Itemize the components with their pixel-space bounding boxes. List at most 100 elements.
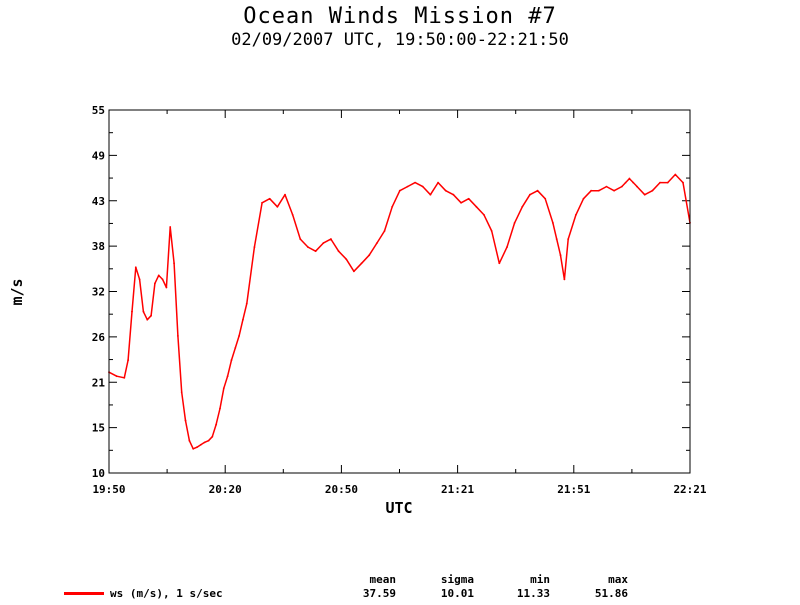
data-point [398,189,401,192]
data-point [624,181,627,184]
chart-canvas: 10 15 21 26 32 38 43 49 55 19:50 20:20 20:50 21:21 21… [8,104,707,517]
data-point [636,185,638,188]
data-point [628,177,631,180]
data-point [276,205,279,208]
data-point [330,238,332,240]
data-point [131,310,133,313]
stats-value-mean: 37.59 [362,587,396,600]
data-point [444,189,447,192]
chart-subtitle: 02/09/2007 UTC, 19:50:00-22:21:50 [231,30,569,50]
data-point [291,213,294,216]
y-tick-label: 38 [92,240,105,253]
data-point [242,318,244,321]
stats-header-mean: mean [369,573,397,586]
data-point [632,181,635,184]
series-layer [108,173,691,450]
data-point [157,274,160,277]
data-point [536,189,539,192]
data-point [605,185,608,188]
y-tick-label: 26 [92,331,106,344]
data-point [353,270,355,273]
data-point [138,278,141,281]
data-point [188,439,191,442]
data-point [176,334,179,337]
y-tick-label: 49 [92,149,105,162]
data-point [142,310,145,313]
data-point [643,193,646,196]
x-tick-label: 21:51 [557,483,590,496]
data-point [682,181,684,184]
data-point [467,197,470,200]
data-point [226,375,229,378]
y-axis-label: m/s [8,278,26,305]
data-point [307,246,309,249]
x-axis-label: UTC [385,499,412,517]
data-point [521,205,524,208]
data-point [483,213,485,216]
data-point [284,193,286,196]
data-point [391,205,394,208]
y-tick-label: 15 [92,422,105,435]
x-tick-label: 19:50 [92,483,125,496]
data-point [150,314,152,317]
data-point [134,266,137,269]
data-point [196,446,198,449]
data-point [437,181,439,184]
x-tick-label: 22:21 [673,483,706,496]
data-point [559,254,562,257]
data-point [506,246,508,249]
y-tick-label: 10 [92,467,105,480]
data-point [154,282,156,285]
data-point [322,242,325,245]
series-line-ws [108,173,691,450]
data-point [475,205,478,208]
chart-title: Ocean Winds Mission #7 [243,4,557,29]
x-tick-label: 20:20 [209,483,242,496]
data-point [173,262,175,265]
data-point [253,246,256,249]
x-tick-label: 20:50 [325,483,358,496]
data-point [127,359,130,361]
data-point [165,286,168,289]
stats-value-min: 11.33 [516,587,550,600]
data-point [406,185,409,188]
stats-value-max: 51.86 [594,587,628,600]
data-point [567,238,570,240]
y-tick-label: 43 [92,195,105,208]
data-point [383,230,386,232]
data-point [337,250,340,253]
legend-label: ws (m/s), 1 s/sec [110,587,223,600]
stats-value-sigma: 10.01 [440,587,474,600]
plot-frame [108,109,691,474]
data-point [268,197,271,200]
legend-swatch [64,592,104,595]
data-point [345,258,348,261]
stats-header-min: min [530,573,550,586]
y-tick-label: 32 [92,286,105,299]
y-tick-label: 55 [92,104,105,117]
data-point [234,347,237,349]
data-point [452,193,455,196]
data-point [203,441,206,444]
data-point [513,222,516,224]
data-point [211,435,214,438]
stats-table: mean sigma min max 37.59 10.01 11.33 51.… [0,571,800,605]
data-point [590,189,593,192]
x-tick-label: 21:21 [441,483,474,496]
data-point [180,391,183,394]
data-point [184,419,187,422]
data-point [360,262,363,265]
data-point [597,189,600,192]
data-point [199,443,202,446]
data-point [574,213,577,216]
data-point [230,359,233,361]
data-point [613,189,616,192]
data-point [192,447,195,450]
axes-layer: 10 15 21 26 32 38 43 49 55 19:50 20:20 20:50 21:21 21… [92,104,707,496]
data-point [666,181,669,184]
data-point [375,242,378,245]
data-point [498,262,501,265]
data-point [261,201,263,204]
data-point [460,201,462,204]
data-point [490,230,493,232]
